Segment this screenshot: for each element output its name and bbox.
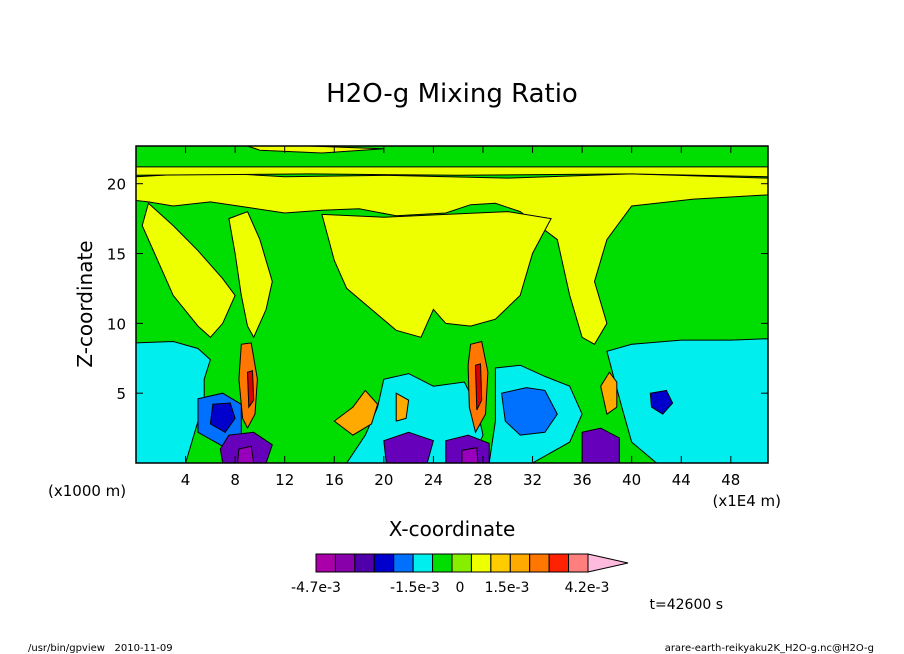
- colorbar-swatch: [432, 553, 453, 573]
- contour-region-3: [228, 210, 273, 339]
- contour-region-12: [501, 387, 558, 436]
- x-tick-label: 40: [622, 471, 641, 489]
- colorbar-label: 0: [456, 580, 465, 596]
- colorbar-swatch: [334, 553, 356, 573]
- x-tick-label: 16: [325, 471, 344, 489]
- x-tick-label: 48: [721, 471, 740, 489]
- contour-region-27: [461, 447, 479, 463]
- footer-right: arare-earth-reikyaku2K_H2O-g.nc@H2O-g: [665, 643, 874, 654]
- colorbar-swatch: [509, 553, 531, 573]
- contour-region-20: [246, 370, 255, 409]
- y-axis-ticks: 5 10 15 20: [107, 176, 768, 403]
- colorbar-label: 4.2e-3: [565, 580, 610, 596]
- colorbar-swatch: [490, 553, 511, 573]
- x-unit-right: (x1E4 m): [712, 492, 781, 510]
- colorbar-swatch: [548, 553, 570, 573]
- x-tick-label: 20: [374, 471, 393, 489]
- colorbar-swatch: [412, 553, 434, 573]
- contour-region-13: [209, 402, 236, 433]
- contour-region-16: [600, 371, 618, 415]
- colorbar-swatch: [393, 553, 414, 573]
- colorbar-label: -4.7e-3: [291, 580, 341, 596]
- y-tick-label: 15: [107, 246, 126, 264]
- x-tick-label: 8: [230, 471, 240, 489]
- colorbar-arrow: [587, 553, 629, 573]
- contour-region-17: [395, 392, 410, 422]
- contour-region-26: [237, 445, 255, 463]
- plot-frame: [135, 145, 769, 464]
- y-tick-label: 5: [116, 385, 126, 403]
- x-axis-label: X-coordinate: [389, 517, 516, 541]
- colorbar-swatch: [529, 553, 550, 573]
- colorbar-swatch: [470, 553, 492, 573]
- x-tick-label: 32: [523, 471, 542, 489]
- x-tick-label: 4: [181, 471, 191, 489]
- y-tick-label: 10: [107, 315, 126, 333]
- colorbar-labels: -4.7e-3 -1.5e-3 0 1.5e-3 4.2e-3: [291, 580, 609, 596]
- contour-region-15: [333, 389, 379, 436]
- contour-region-21: [474, 363, 483, 411]
- colorbar-swatch: [451, 553, 472, 573]
- contour-region-4: [321, 211, 552, 338]
- contour-region-14: [649, 389, 674, 415]
- x-tick-label: 24: [424, 471, 443, 489]
- contour-region-8: [606, 338, 768, 463]
- x-tick-label: 44: [672, 471, 691, 489]
- colorbar-swatch: [315, 553, 336, 573]
- colorbar-swatch: [373, 553, 395, 573]
- colorbar-label: 1.5e-3: [485, 580, 530, 596]
- contour-region-23: [383, 431, 435, 463]
- x-tick-label: 36: [573, 471, 592, 489]
- colorbar: [315, 553, 629, 573]
- contour-region-2: [141, 202, 236, 339]
- x-axis-ticks: 4 8 12 16 20 24 28 32 36 40 44 48: [181, 146, 740, 489]
- plot-area: [136, 146, 768, 463]
- colorbar-label: -1.5e-3: [390, 580, 440, 596]
- colorbar-swatch: [354, 553, 375, 573]
- x-tick-label: 28: [473, 471, 492, 489]
- x-unit-left: (x1000 m): [48, 482, 126, 500]
- colorbar-swatch: [568, 553, 589, 573]
- footer-left: /usr/bin/gpview 2010-11-09: [28, 643, 173, 654]
- y-tick-label: 20: [107, 176, 126, 194]
- contour-region-5: [136, 166, 768, 178]
- chart-title: H2O-g Mixing Ratio: [326, 79, 578, 109]
- x-tick-label: 12: [275, 471, 294, 489]
- y-axis-label: Z-coordinate: [73, 240, 97, 367]
- time-label: t=42600 s: [650, 597, 724, 613]
